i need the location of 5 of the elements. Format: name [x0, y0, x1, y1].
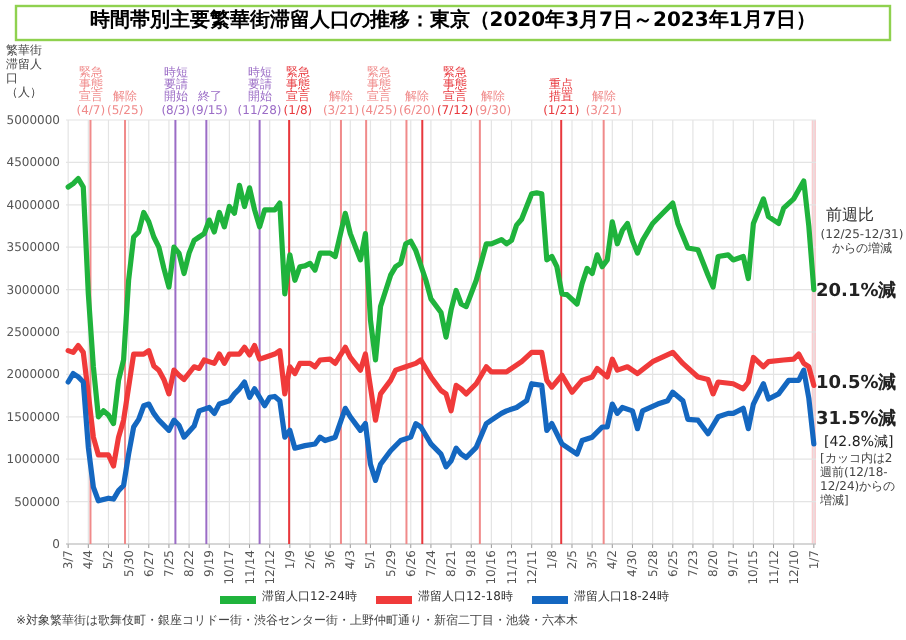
- annotation: 10.5%減: [816, 374, 897, 395]
- annotation: 31.5%減: [816, 410, 897, 431]
- annotation: 20.1%減: [816, 282, 897, 303]
- annotation: 前週比: [826, 206, 874, 225]
- title: 時間帯別主要繁華街滞留人口の推移：東京（2020年3月7日～2023年1月7日）: [87, 10, 819, 33]
